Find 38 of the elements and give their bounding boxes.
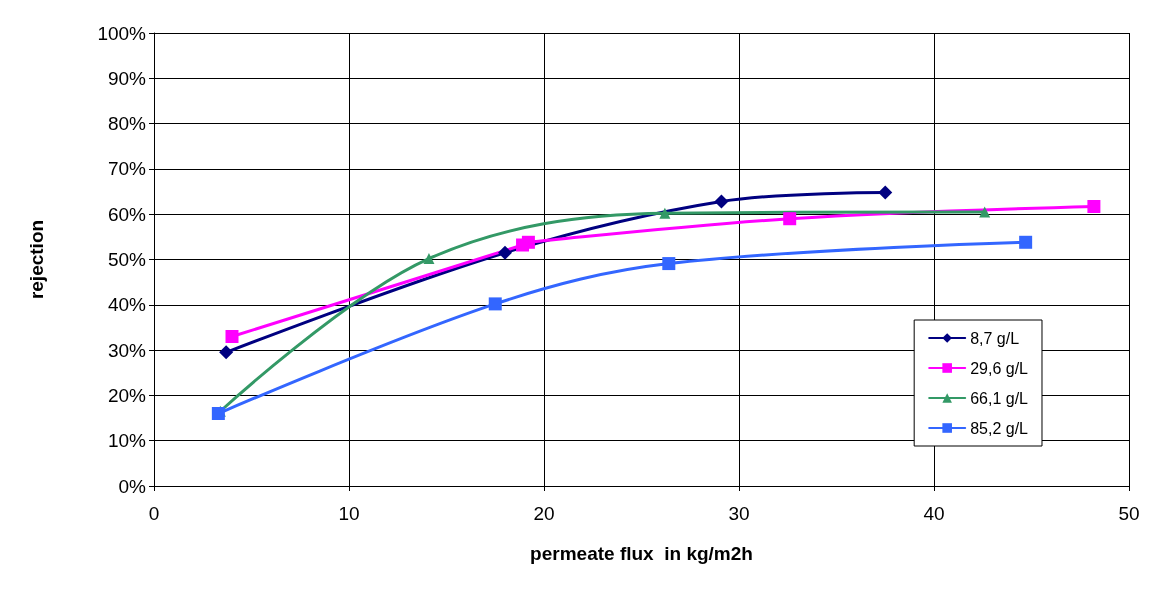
y-tick-label: 40%: [107, 294, 147, 316]
x-axis-title: permeate flux in kg/m2h: [530, 543, 753, 564]
point: [662, 257, 676, 271]
point: [225, 330, 239, 344]
y-axis-title: rejection: [26, 219, 47, 300]
y-tick-label: 100%: [97, 22, 147, 44]
x-tick-label: 50: [1118, 503, 1140, 524]
y-tick-label: 30%: [107, 339, 147, 361]
point: [521, 235, 535, 249]
x-tick-label: 10: [338, 503, 360, 524]
legend-label: 8,7 g/L: [970, 329, 1020, 347]
x-tick-label: 20: [533, 503, 555, 524]
y-tick-label: 60%: [107, 203, 147, 225]
x-tick-label: 40: [923, 503, 945, 524]
y-tick-label: 80%: [107, 113, 147, 135]
point: [488, 297, 502, 311]
y-tick-label: 70%: [107, 158, 147, 180]
legend-label: 85,2 g/L: [970, 419, 1029, 437]
y-tick-label: 10%: [107, 430, 147, 452]
point: [423, 253, 435, 265]
y-tick-label: 50%: [107, 249, 147, 270]
x-tick-label: 0: [148, 503, 160, 524]
legend-label: 66,1 g/L: [970, 389, 1029, 407]
point: [783, 212, 797, 226]
point: [211, 407, 225, 421]
point: [1019, 235, 1033, 249]
y-tick-label: 90%: [107, 67, 147, 89]
legend-label: 29,6 g/L: [970, 359, 1029, 377]
point: [659, 207, 671, 219]
point: [219, 345, 234, 360]
point: [1087, 200, 1101, 213]
point: [714, 194, 729, 209]
x-tick-label: 30: [728, 503, 750, 524]
y-tick-label: 20%: [107, 384, 147, 406]
point: [498, 245, 512, 260]
point: [878, 185, 893, 200]
point: [979, 206, 991, 218]
y-tick-label: 0%: [118, 475, 147, 497]
